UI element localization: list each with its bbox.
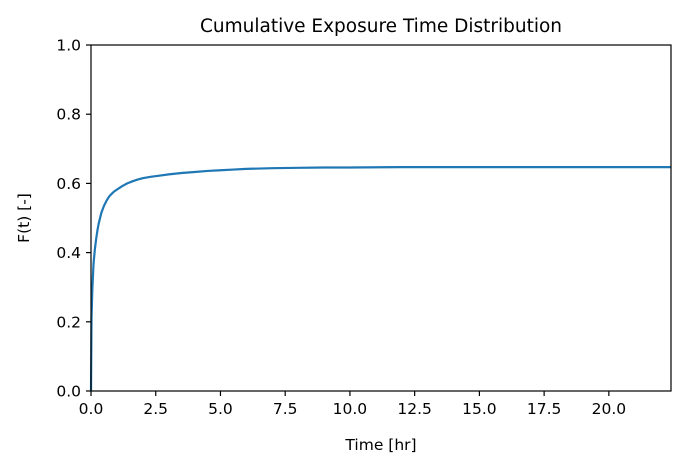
y-tick-label: 0.2 (56, 313, 81, 331)
x-tick-label: 15.0 (462, 400, 497, 418)
x-tick-label: 17.5 (527, 400, 562, 418)
x-tick-label: 5.0 (208, 400, 233, 418)
y-tick-label: 0.0 (56, 383, 81, 401)
axes-frame (90, 44, 672, 392)
y-tick-label: 0.8 (56, 106, 81, 124)
x-tick-label: 20.0 (592, 400, 627, 418)
series-line-0 (89, 166, 671, 392)
x-tick-label: 0.0 (79, 400, 104, 418)
y-tick-label: 0.4 (56, 244, 81, 262)
x-tick-label: 2.5 (143, 400, 168, 418)
y-axis-label: F(t) [-] (15, 193, 33, 243)
x-axis-label: Time [hr] (344, 436, 416, 454)
plot-area (89, 166, 671, 392)
chart-title: Cumulative Exposure Time Distribution (200, 16, 562, 37)
x-tick-label: 12.5 (397, 400, 432, 418)
axes: 0.0 2.5 5.0 7.5 10.0 12.5 15.0 17.5 20.0 0.0 0.2 0.… (56, 37, 672, 418)
x-tick-label: 7.5 (273, 400, 298, 418)
x-tick-label: 10.0 (333, 400, 368, 418)
y-tick-label: 0.6 (56, 175, 81, 193)
y-tick-label: 1.0 (56, 37, 81, 55)
